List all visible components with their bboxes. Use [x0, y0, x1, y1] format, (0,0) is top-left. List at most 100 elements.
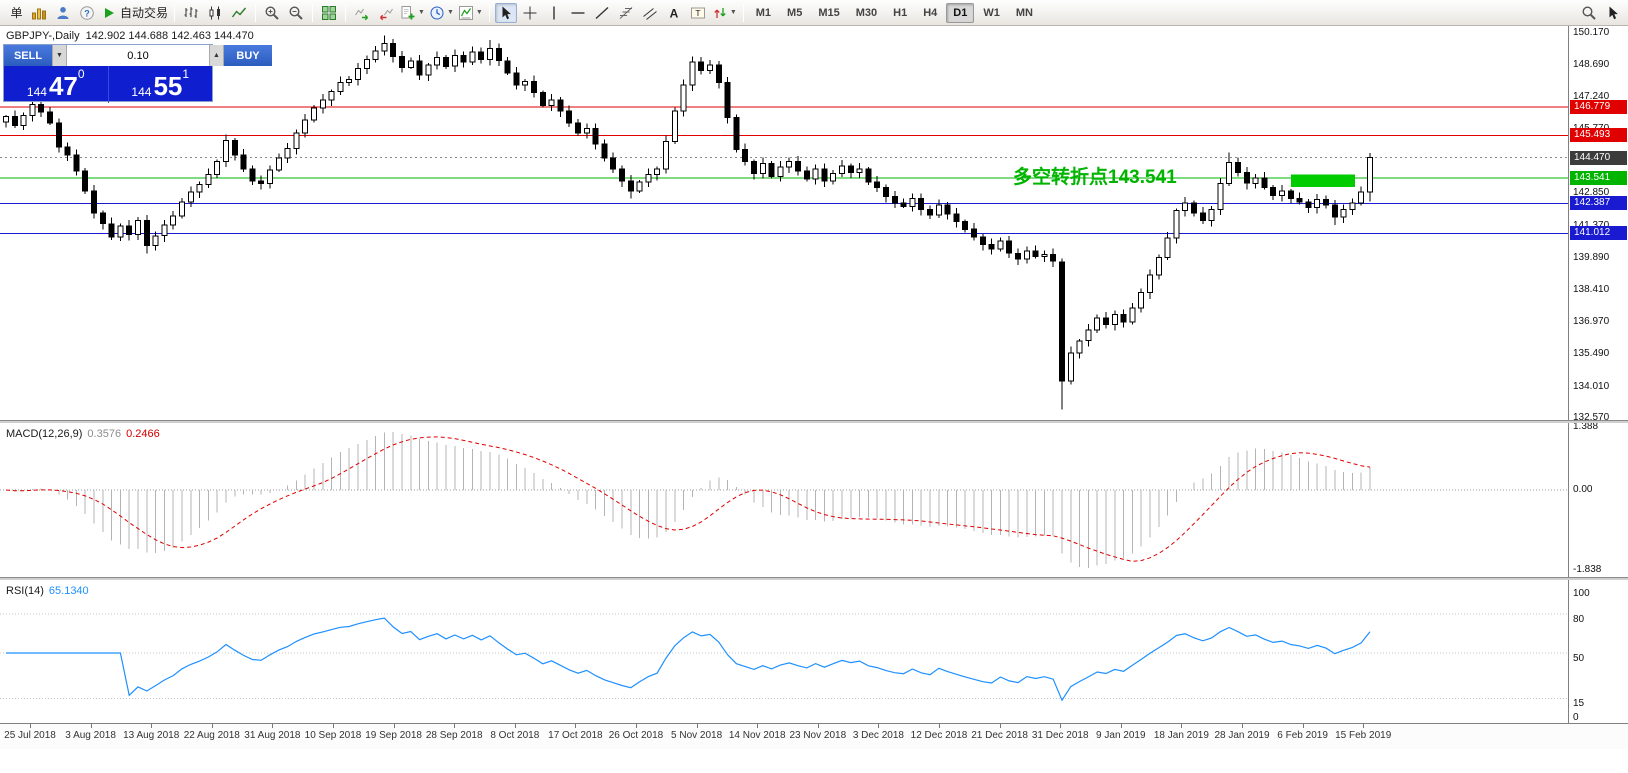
candles[interactable]: [3, 35, 1373, 410]
time-tick: [696, 724, 698, 728]
timeframe-m30-button[interactable]: M30: [855, 6, 878, 19]
price-tick: 135.490: [1573, 348, 1610, 360]
volume-decrease-button[interactable]: ▼: [52, 45, 67, 66]
volume-increase-button[interactable]: ▲: [209, 45, 224, 66]
bar-chart-type-icon[interactable]: [180, 3, 202, 23]
toolbar-right-group: [1577, 3, 1625, 23]
auto-scroll-icon[interactable]: [351, 3, 373, 23]
candlestick-chart-type-icon[interactable]: [204, 3, 226, 23]
timeframe-h1-button[interactable]: H1: [893, 6, 908, 19]
vertical-line-tool-icon[interactable]: [543, 3, 565, 23]
fibonacci-tool-icon[interactable]: [615, 3, 637, 23]
macd-scale-max: 1.388: [1573, 421, 1599, 432]
trade-panel-controls: SELL ▼ ▲ BUY: [4, 45, 272, 66]
ask-pips: 55: [153, 71, 183, 101]
bid-price[interactable]: 144 47 0: [4, 66, 109, 103]
new-chart-icon[interactable]: ▼: [399, 3, 426, 23]
rsi-scale: 100: [1573, 588, 1590, 599]
zoom-out-icon[interactable]: [285, 3, 307, 23]
rsi-scale: 80: [1573, 614, 1585, 625]
rsi-scale: 15: [1573, 698, 1585, 709]
arrows-tool-icon[interactable]: ▼: [711, 3, 738, 23]
label-tool-icon[interactable]: T: [687, 3, 709, 23]
toolbar-separator: [742, 3, 744, 22]
toolbar-separator: [255, 3, 257, 22]
time-tick: [333, 724, 334, 728]
pane-separator[interactable]: [0, 420, 1628, 423]
periods-icon[interactable]: ▼: [428, 3, 455, 23]
pane-separator[interactable]: [0, 577, 1628, 580]
date-label: 18 Jan 2019: [1153, 730, 1209, 741]
autotrading-button-label: 自动交易: [120, 6, 169, 20]
level-price-tag: 142.387: [1570, 196, 1627, 211]
rsi-value: 65.1340: [48, 585, 89, 597]
timeframe-m15-button[interactable]: M15: [818, 6, 840, 19]
cursor-tool-icon[interactable]: [494, 2, 517, 23]
time-tick: [1242, 724, 1243, 728]
bid-point: 0: [77, 67, 85, 81]
price-pane: GBPJPY-,Daily 142.902 144.688 142.463 144…: [0, 26, 1568, 420]
search-icon[interactable]: [1578, 3, 1600, 23]
timeframe-mn-button[interactable]: MN: [1015, 6, 1033, 19]
turning-point-annotation[interactable]: 多空转折点143.541: [1013, 167, 1177, 188]
crosshair-tool-icon[interactable]: [519, 3, 541, 23]
rsi-label: RSI(14) 65.1340: [6, 585, 89, 597]
pointer-icon[interactable]: [1602, 3, 1624, 23]
ask-prefix: 144: [131, 85, 152, 99]
timeframe-m5-button[interactable]: M5: [787, 6, 803, 19]
line-chart-type-icon[interactable]: [228, 3, 250, 23]
channel-tool-icon[interactable]: [639, 3, 661, 23]
candlestick-plot[interactable]: [0, 26, 1568, 420]
svg-text:A: A: [669, 6, 678, 20]
time-tick: [878, 724, 880, 728]
timeframe-h4-button[interactable]: H4: [923, 6, 938, 19]
date-label: 31 Aug 2018: [244, 730, 301, 741]
rsi-pane: [0, 580, 1568, 723]
rsi-plot[interactable]: [0, 580, 1568, 723]
macd-plot[interactable]: [0, 423, 1568, 577]
timeframe-m1-button[interactable]: M1: [755, 6, 772, 19]
quotes-icon[interactable]: [28, 3, 50, 23]
date-label: 26 Oct 2018: [608, 730, 664, 741]
zoom-in-icon[interactable]: [261, 3, 283, 23]
date-label: 9 Jan 2019: [1096, 730, 1146, 741]
macd-main-value: 0.3576: [87, 428, 122, 440]
highlight-rectangle[interactable]: [1290, 174, 1355, 188]
rsi-scale: 50: [1573, 653, 1585, 664]
sell-button[interactable]: SELL: [4, 45, 52, 66]
date-label: 19 Sep 2018: [365, 730, 422, 741]
time-tick: [514, 724, 516, 728]
price-axis[interactable]: 150.170148.690147.240145.770144.310142.8…: [1568, 26, 1628, 723]
macd-histogram: [14, 432, 1371, 568]
date-label: 10 Sep 2018: [304, 730, 362, 741]
tile-windows-icon[interactable]: [318, 3, 340, 23]
volume-input[interactable]: [67, 45, 209, 66]
date-label: 17 Oct 2018: [548, 730, 603, 741]
market-watch-icon[interactable]: [52, 3, 74, 23]
new-order-button[interactable]: 单: [4, 3, 26, 23]
trade-panel-quotes: 144 47 0 144 55 1: [4, 66, 212, 103]
toolbar-separator: [174, 3, 176, 22]
bid-prefix: 144: [26, 85, 47, 99]
timeframe-w1-button[interactable]: W1: [983, 6, 1000, 19]
text-tool-icon[interactable]: A: [663, 3, 685, 23]
time-axis[interactable]: 25 Jul 2018 3 Aug 2018 13 Aug 2018 22 Aug 2…: [0, 723, 1628, 749]
macd-signal-line: [5, 436, 1371, 562]
time-tick: [90, 724, 92, 728]
bid-pips: 47: [48, 71, 78, 101]
chevron-down-icon: ▼: [475, 9, 483, 16]
autotrading-button[interactable]: 自动交易: [100, 3, 169, 23]
toolbar-separator: [312, 3, 314, 22]
time-tick: [636, 724, 637, 728]
macd-name: MACD(12,26,9): [6, 428, 83, 440]
indicators-icon[interactable]: ▼: [457, 3, 484, 23]
timeframe-d1-button[interactable]: D1: [946, 2, 975, 23]
chart-shift-icon[interactable]: [375, 3, 397, 23]
trendline-tool-icon[interactable]: [591, 3, 613, 23]
horizontal-line-tool-icon[interactable]: [567, 3, 589, 23]
time-tick: [1060, 724, 1062, 728]
time-tick: [1181, 724, 1183, 728]
help-icon[interactable]: ?: [76, 3, 98, 23]
buy-button[interactable]: BUY: [224, 45, 272, 66]
ask-price[interactable]: 144 55 1: [109, 66, 213, 103]
